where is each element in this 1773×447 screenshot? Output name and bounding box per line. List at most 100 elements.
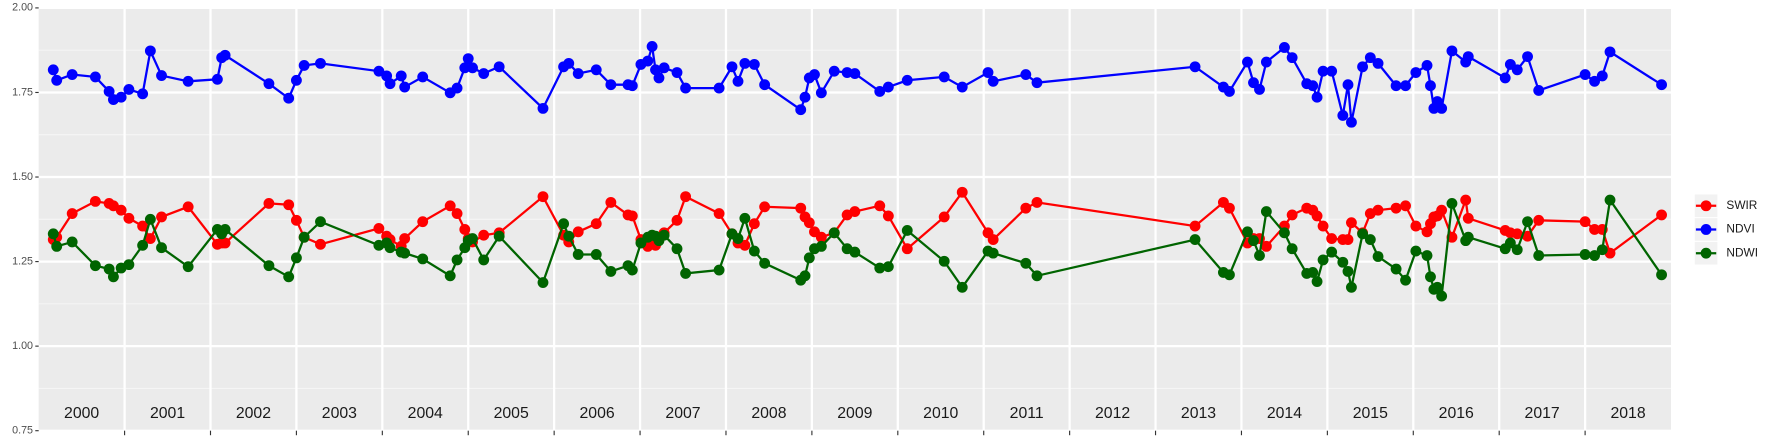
- point: [66, 208, 78, 219]
- year-label: 2001: [150, 405, 185, 422]
- point: [1596, 70, 1608, 82]
- point: [1390, 80, 1402, 92]
- point: [590, 64, 602, 76]
- point: [283, 271, 295, 283]
- point: [590, 218, 602, 230]
- y-tick-label: 1.75: [12, 86, 33, 98]
- point: [558, 218, 570, 230]
- point: [572, 226, 584, 238]
- point: [987, 247, 999, 259]
- point: [1462, 212, 1474, 224]
- point: [283, 199, 295, 211]
- point: [1604, 194, 1616, 206]
- point: [956, 81, 968, 93]
- point: [874, 86, 886, 97]
- point: [137, 88, 149, 100]
- point: [572, 68, 584, 79]
- point: [537, 191, 549, 203]
- point: [444, 270, 456, 282]
- point: [809, 69, 820, 80]
- point: [1656, 209, 1667, 221]
- point: [1431, 281, 1443, 293]
- point: [1242, 226, 1253, 238]
- point: [1425, 80, 1436, 92]
- year-label: 2014: [1267, 405, 1302, 422]
- point: [1421, 59, 1433, 71]
- point: [795, 104, 807, 116]
- point: [713, 82, 725, 94]
- point: [1031, 77, 1043, 89]
- point: [739, 239, 751, 251]
- point: [1189, 220, 1201, 232]
- point: [1337, 256, 1349, 268]
- point: [493, 61, 505, 73]
- point: [417, 253, 429, 265]
- point: [1436, 290, 1448, 302]
- point: [283, 92, 295, 104]
- y-tick-label: 1.00: [12, 340, 33, 352]
- point: [563, 57, 575, 69]
- point: [1436, 102, 1448, 114]
- point: [1311, 276, 1323, 287]
- point: [1460, 194, 1472, 206]
- point: [1248, 235, 1259, 247]
- point: [901, 225, 913, 236]
- point: [1254, 250, 1265, 261]
- point: [1589, 75, 1600, 87]
- point: [107, 271, 119, 283]
- point: [182, 75, 194, 87]
- legend-point: [1700, 200, 1712, 212]
- point: [849, 246, 861, 258]
- year-label: 2015: [1353, 405, 1388, 422]
- point: [417, 71, 429, 83]
- point: [1410, 220, 1422, 232]
- point: [1254, 83, 1265, 95]
- point: [1579, 249, 1591, 260]
- legend-point: [1700, 247, 1712, 259]
- point: [572, 249, 584, 260]
- point: [799, 91, 811, 103]
- point: [156, 70, 167, 81]
- point: [849, 68, 861, 79]
- point: [882, 261, 894, 273]
- point: [1020, 202, 1032, 214]
- point: [626, 210, 638, 222]
- point: [748, 58, 760, 70]
- point: [795, 202, 807, 214]
- point: [1596, 244, 1608, 256]
- point: [478, 68, 490, 79]
- point: [89, 71, 101, 83]
- point: [263, 197, 275, 209]
- point: [605, 79, 617, 91]
- point: [1579, 69, 1591, 80]
- point: [646, 41, 658, 52]
- point: [1357, 61, 1369, 73]
- point: [103, 86, 115, 97]
- point: [901, 74, 913, 86]
- point: [713, 208, 725, 219]
- point: [671, 67, 683, 78]
- point: [680, 191, 692, 203]
- point: [478, 254, 490, 266]
- point: [1425, 271, 1436, 283]
- point: [1189, 61, 1201, 73]
- point: [144, 213, 156, 225]
- point: [1311, 210, 1323, 222]
- point: [1579, 216, 1591, 228]
- point: [759, 257, 771, 269]
- point: [1357, 228, 1369, 240]
- year-label: 2007: [665, 405, 700, 422]
- year-label: 2003: [322, 405, 357, 422]
- point: [384, 78, 396, 90]
- legend-point: [1700, 224, 1712, 235]
- point: [89, 195, 101, 207]
- year-label: 2010: [923, 405, 958, 422]
- point: [51, 74, 63, 86]
- point: [882, 81, 894, 93]
- point: [182, 261, 194, 273]
- marks: [47, 41, 1667, 302]
- point: [298, 59, 310, 71]
- year-label: 2017: [1525, 405, 1560, 422]
- point: [650, 64, 661, 76]
